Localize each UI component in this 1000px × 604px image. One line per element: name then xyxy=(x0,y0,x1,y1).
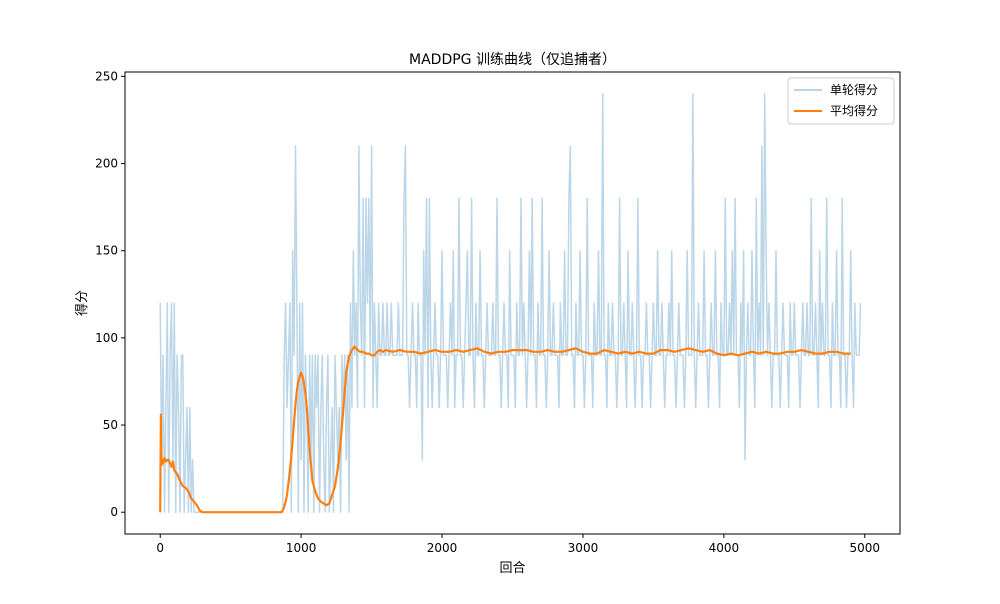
x-tick-label: 3000 xyxy=(568,541,599,555)
chart-title: MADDPG 训练曲线（仅追捕者） xyxy=(409,52,616,68)
x-tick-label: 1000 xyxy=(286,541,317,555)
y-tick-label: 50 xyxy=(103,418,118,432)
y-tick-label: 200 xyxy=(95,157,118,171)
y-axis-title: 得分 xyxy=(74,290,90,316)
y-tick-label: 100 xyxy=(95,331,118,345)
legend-label-average: 平均得分 xyxy=(830,103,878,118)
x-tick-label: 5000 xyxy=(849,541,880,555)
series-line-raw xyxy=(159,93,862,513)
series-line-average xyxy=(159,345,851,514)
y-tick-label: 150 xyxy=(95,244,118,258)
x-tick-label: 4000 xyxy=(709,541,740,555)
plot-frame xyxy=(124,71,901,535)
y-tick-label: 0 xyxy=(110,505,118,519)
legend: 单轮得分 平均得分 xyxy=(787,77,895,125)
legend-box xyxy=(787,77,895,125)
y-tick-label: 250 xyxy=(95,69,118,83)
y-axis: 0 50 100 150 200 250 xyxy=(95,69,125,519)
legend-label-raw: 单轮得分 xyxy=(830,82,878,97)
x-tick-label: 0 xyxy=(156,541,164,555)
x-axis: 0 1000 2000 3000 4000 5000 xyxy=(156,534,880,555)
x-axis-title: 回合 xyxy=(499,561,525,576)
x-tick-label: 2000 xyxy=(427,541,458,555)
plot-area xyxy=(159,93,862,514)
